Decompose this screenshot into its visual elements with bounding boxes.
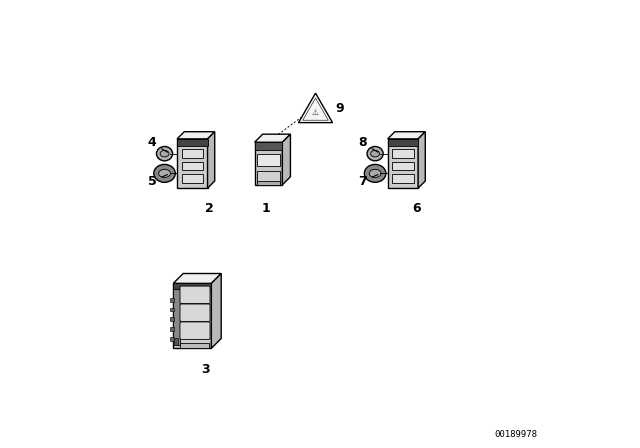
Polygon shape <box>255 134 291 142</box>
Bar <box>257 181 280 185</box>
Ellipse shape <box>371 151 380 157</box>
Ellipse shape <box>159 169 170 177</box>
Polygon shape <box>257 154 280 166</box>
Bar <box>170 298 173 302</box>
Polygon shape <box>173 273 221 284</box>
Bar <box>170 318 173 321</box>
Text: 5: 5 <box>148 175 168 188</box>
Text: 8: 8 <box>358 137 378 152</box>
Bar <box>173 289 180 345</box>
FancyBboxPatch shape <box>180 286 210 304</box>
Polygon shape <box>388 139 418 188</box>
Bar <box>255 142 282 150</box>
Polygon shape <box>392 149 413 158</box>
Polygon shape <box>392 162 413 171</box>
Polygon shape <box>255 142 282 185</box>
Text: ⚠: ⚠ <box>312 108 319 116</box>
Ellipse shape <box>160 151 169 157</box>
Bar <box>170 308 173 311</box>
Polygon shape <box>211 273 221 349</box>
Text: 2: 2 <box>205 202 214 215</box>
Polygon shape <box>418 132 426 188</box>
Ellipse shape <box>364 164 386 182</box>
Polygon shape <box>177 132 215 139</box>
FancyBboxPatch shape <box>180 322 210 340</box>
Polygon shape <box>182 174 203 183</box>
Bar <box>180 343 209 349</box>
FancyBboxPatch shape <box>180 304 210 322</box>
Bar <box>388 139 418 146</box>
Polygon shape <box>177 139 207 188</box>
Bar <box>173 284 211 289</box>
Text: 3: 3 <box>202 363 210 376</box>
Polygon shape <box>392 174 413 183</box>
Bar <box>177 139 207 146</box>
Bar <box>173 338 178 345</box>
Polygon shape <box>257 171 280 183</box>
Text: 6: 6 <box>412 202 420 215</box>
Polygon shape <box>282 134 291 185</box>
Ellipse shape <box>369 169 381 177</box>
Polygon shape <box>173 284 211 349</box>
Text: 9: 9 <box>336 102 344 115</box>
Text: 4: 4 <box>148 137 168 152</box>
Bar <box>170 337 173 340</box>
Text: 7: 7 <box>358 175 378 188</box>
Polygon shape <box>207 132 215 188</box>
Ellipse shape <box>367 146 383 161</box>
Ellipse shape <box>154 164 175 182</box>
Text: 1: 1 <box>262 202 271 215</box>
Polygon shape <box>182 149 203 158</box>
Polygon shape <box>298 93 333 123</box>
Polygon shape <box>182 162 203 171</box>
Ellipse shape <box>157 146 173 161</box>
Polygon shape <box>388 132 426 139</box>
Bar <box>170 327 173 331</box>
Text: 00189978: 00189978 <box>494 430 538 439</box>
